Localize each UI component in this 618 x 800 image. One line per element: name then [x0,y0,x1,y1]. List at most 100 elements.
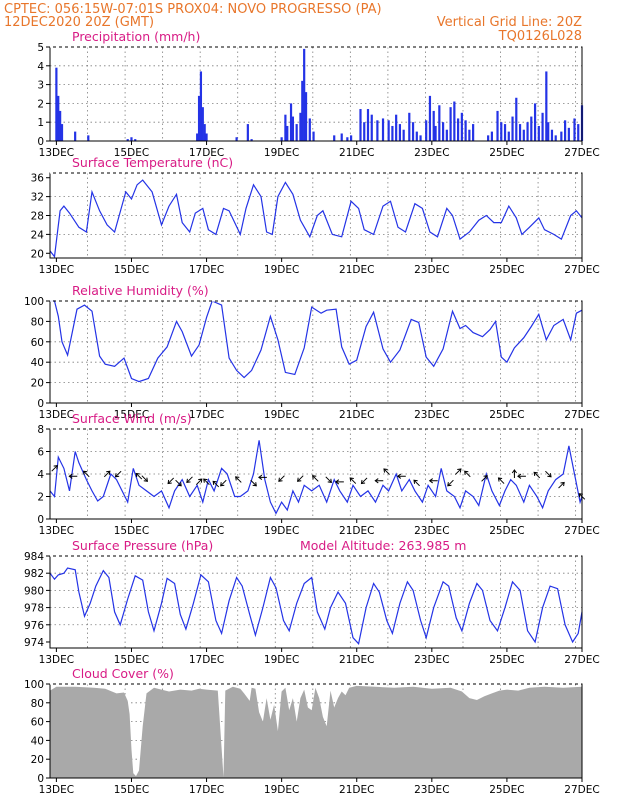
x-tick-label: 25DEC [489,784,524,796]
x-tick-label: 27DEC [564,264,599,276]
y-tick-label: 60 [31,337,44,349]
precip-bar [554,135,557,141]
precip-bar [507,131,510,141]
wind-arrow [175,479,182,487]
x-tick-label: 23DEC [414,409,449,421]
precip-bar [518,124,522,141]
precip-bar [432,110,435,141]
x-tick-label: 19DEC [264,654,299,666]
precip-bar [415,131,418,141]
wind-arrow [68,473,78,479]
x-tick-label: 15DEC [114,784,149,796]
precip-bar [303,48,306,141]
panel-title: Cloud Cover (%) [72,666,174,681]
panel-cloud: Cloud Cover (%) 0 20 40 60 80 100 13DEC 15DEC 17D… [24,666,600,796]
panel-title: Surface Wind (m/s) [72,411,192,426]
y-tick-label: 4 [37,61,44,73]
wind-arrow [413,479,420,487]
x-tick-label: 21DEC [339,784,374,796]
precip-bar [340,133,343,141]
precip-bar [199,71,203,141]
header-grid-line: Vertical Grid Line: 20Z [437,15,582,30]
precip-bar [308,118,311,141]
wind-arrow [135,472,143,480]
panel-title: Relative Humidity (%) [72,283,209,298]
precip-bar [289,103,293,141]
x-tick-label: 27DEC [564,654,599,666]
precip-bar [541,112,544,141]
precip-bar [280,137,283,141]
wind-arrow [212,480,220,488]
panel-title: Surface Temperature (nC) [72,155,233,170]
precip-bar [312,131,315,141]
header-date: 12DEC2020 20Z (GMT) [4,15,154,30]
y-tick-label: 1 [37,117,44,129]
x-tick-label: 27DEC [564,409,599,421]
y-tick-label: 978 [24,603,44,615]
precip-bar [560,131,563,141]
wind-arrow [517,473,526,479]
precip-bar [522,129,525,141]
wind-arrow [312,475,319,482]
wind-arrow [203,478,210,486]
wind-arrow [334,479,344,485]
y-tick-label: 80 [31,698,44,710]
precip-bar [286,125,289,141]
precip-bar [515,97,518,141]
x-tick-label: 27DEC [564,525,599,537]
precip-bar [533,103,537,141]
precip-bar [284,114,287,141]
precip-bar [464,120,467,141]
precip-bar [126,139,129,141]
wind-arrow [83,470,90,478]
x-tick-label: 25DEC [489,525,524,537]
wind-arrow [278,475,285,482]
precip-bar [496,110,499,141]
precip-bar [573,118,576,141]
precip-bar [301,80,304,141]
y-tick-label: 80 [31,316,44,328]
wind-arrow [349,477,357,484]
y-tick-label: 24 [31,229,45,241]
precip-bar [130,137,133,141]
precip-bar [500,122,503,141]
x-tick-label: 27DEC [564,784,599,796]
x-tick-label: 15DEC [114,264,149,276]
precip-bar [425,120,428,141]
x-tick-label: 17DEC [189,654,224,666]
x-tick-label: 27DEC [564,147,599,159]
pres-line [49,567,583,645]
y-tick-label: 20 [31,754,44,766]
precip-bar [564,120,567,141]
precip-bar [537,125,540,141]
precip-bar [201,107,204,141]
precip-bar [411,122,415,141]
precip-bar [547,122,550,141]
wind-arrow [258,474,267,480]
x-tick-label: 17DEC [189,147,224,159]
x-tick-label: 17DEC [189,409,224,421]
x-tick-label: 17DEC [189,784,224,796]
x-tick-label: 19DEC [264,525,299,537]
precip-bar [333,135,336,141]
precip-bar [567,127,570,141]
panel-temp: Surface Temperature (nC) 20 24 28 32 36 13DEC 1… [31,155,600,276]
y-tick-label: 2 [37,492,44,504]
panel-title: Surface Pressure (hPa) [72,538,213,553]
x-tick-label: 19DEC [264,147,299,159]
panel-title: Precipitation (mm/h) [72,29,200,44]
y-tick-label: 20 [31,248,44,260]
x-tick-label: 23DEC [414,784,449,796]
y-tick-label: 36 [31,173,45,185]
precip-bar [350,135,353,141]
x-tick-label: 15DEC [114,147,149,159]
precip-bar [434,125,437,141]
x-tick-label: 15DEC [114,525,149,537]
precip-bar [196,133,199,141]
x-tick-label: 21DEC [339,654,374,666]
y-tick-label: 6 [37,447,44,459]
y-tick-label: 5 [37,42,44,54]
wind-arrow [235,476,242,483]
header-station: CPTEC: 056:15W-07:01S PROX04: NOVO PROGR… [4,2,382,17]
